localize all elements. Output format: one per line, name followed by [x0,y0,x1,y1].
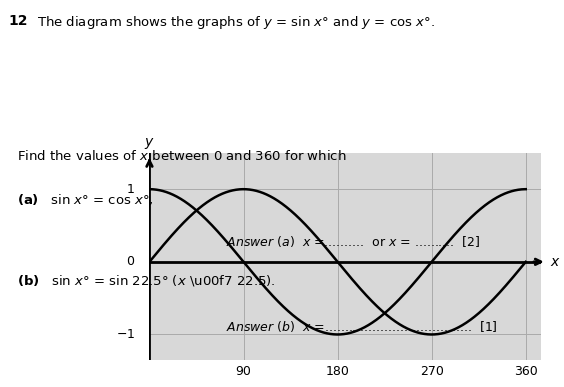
Text: The diagram shows the graphs of $y$ = sin $x$° and $y$ = cos $x$°.: The diagram shows the graphs of $y$ = si… [37,14,434,31]
Text: $1$: $1$ [126,183,135,196]
Text: $-1$: $-1$ [116,328,135,341]
Text: $0$: $0$ [126,255,135,268]
Text: $\it{Answer}$ $\it{(a)}$  $x$ =..........  or $x$ = ..........  [2]: $\it{Answer}$ $\it{(a)}$ $x$ =..........… [226,234,480,249]
Text: $y$: $y$ [144,136,155,151]
Text: $x$: $x$ [550,255,561,269]
Text: 12: 12 [8,14,28,27]
Text: $\bf{(b)}$   sin $x$° = sin 22.5° ($x$ \u00f7 22.5).: $\bf{(b)}$ sin $x$° = sin 22.5° ($x$ \u0… [17,273,276,288]
Text: $\bf{(a)}$   sin $x$° = cos $x$°,: $\bf{(a)}$ sin $x$° = cos $x$°, [17,192,153,207]
Text: $\it{Answer}$ $\it{(b)}$  $x$ =.....................................  [1]: $\it{Answer}$ $\it{(b)}$ $x$ =..........… [226,319,497,334]
Text: Find the values of $x$ between 0 and 360 for which: Find the values of $x$ between 0 and 360… [17,149,346,163]
